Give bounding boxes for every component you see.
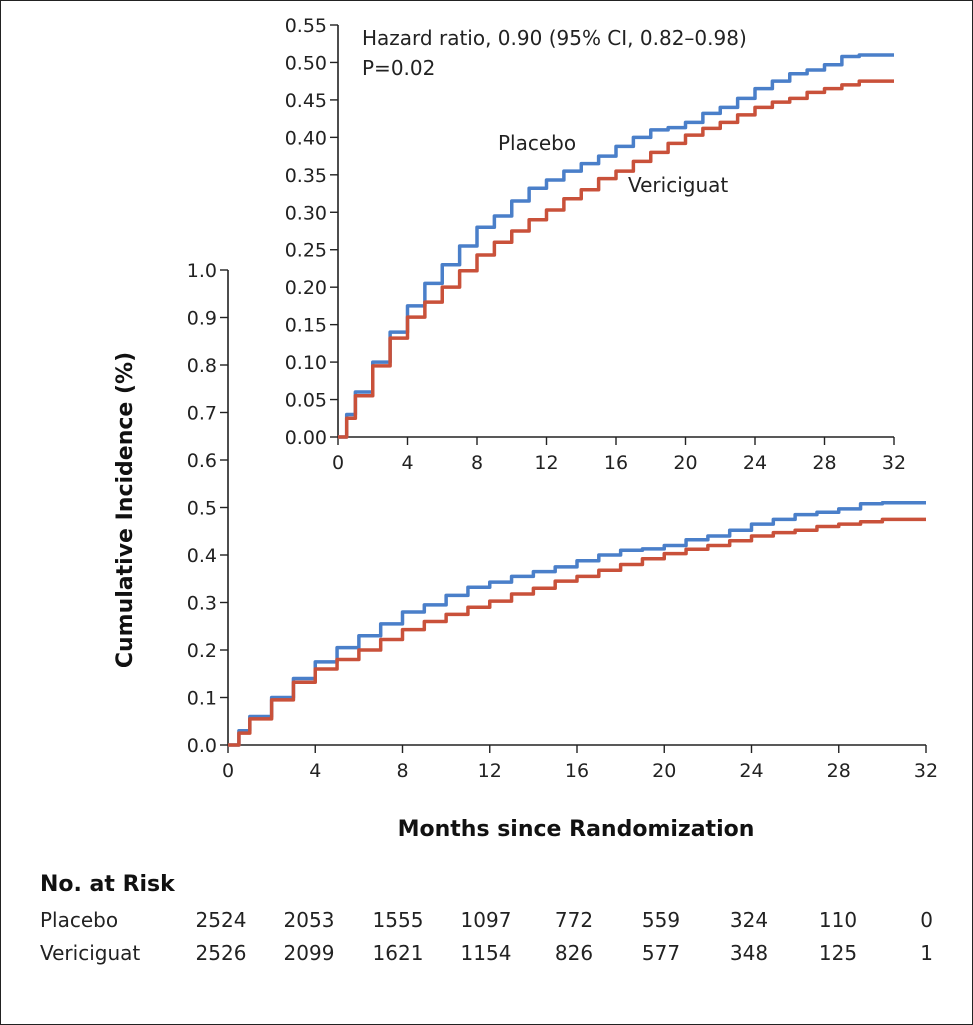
risk-value: 2099 — [284, 941, 335, 965]
inset-y-tick-label: 0.15 — [285, 315, 327, 337]
main-axes: 0.0 0.1 0.2 0.3 0.4 0.5 0.6 0.7 0.8 0.9 1.0 0 4 8 12 16… — [187, 260, 938, 782]
main-y-tick-label: 0.3 — [187, 593, 217, 615]
main-x-tick-label: 24 — [739, 760, 763, 782]
inset-x-tick-label: 0 — [332, 452, 344, 474]
risk-value: 1 — [920, 941, 933, 965]
risk-value: 577 — [642, 941, 680, 965]
main-y-tick-label: 0.2 — [187, 640, 217, 662]
inset-series — [338, 53, 894, 439]
risk-row-label: Placebo — [40, 908, 118, 932]
risk-table-title: No. at Risk — [40, 872, 176, 897]
risk-value: 1555 — [373, 908, 424, 932]
main-x-tick-label: 8 — [396, 760, 408, 782]
risk-value: 0 — [920, 908, 933, 932]
risk-value: 559 — [642, 908, 680, 932]
risk-value: 1154 — [461, 941, 512, 965]
inset-y-tick-label: 0.25 — [285, 240, 327, 262]
inset-series-vericiguat — [338, 79, 894, 439]
inset-series-placebo — [338, 53, 894, 439]
placebo-series-label: Placebo — [498, 131, 576, 155]
x-axis-label: Months since Randomization — [398, 817, 755, 842]
main-series-vericiguat — [228, 517, 926, 747]
main-y-tick-label: 0.0 — [187, 735, 217, 757]
main-x-tick-label: 0 — [222, 760, 234, 782]
main-y-tick-label: 0.5 — [187, 498, 217, 520]
inset-x-tick-label: 24 — [743, 452, 767, 474]
main-x-tick-label: 32 — [914, 760, 938, 782]
inset-y-tick-label: 0.20 — [285, 277, 327, 299]
risk-row-label: Vericiguat — [40, 941, 140, 965]
main-y-tick-label: 0.4 — [187, 545, 217, 567]
risk-value: 2053 — [284, 908, 335, 932]
main-y-tick-label: 0.8 — [187, 355, 217, 377]
main-y-tick-label: 0.1 — [187, 688, 217, 710]
inset-y-tick-label: 0.55 — [285, 15, 327, 37]
risk-value: 826 — [555, 941, 593, 965]
vericiguat-series-label: Vericiguat — [628, 173, 728, 197]
risk-value: 2526 — [196, 941, 247, 965]
main-x-tick-label: 28 — [827, 760, 851, 782]
y-axis-label: Cumulative Incidence (%) — [113, 352, 138, 668]
inset-background — [300, 10, 920, 480]
main-y-tick-label: 0.9 — [187, 308, 217, 330]
inset-y-tick-label: 0.05 — [285, 390, 327, 412]
hazard-ratio-annotation: Hazard ratio, 0.90 (95% CI, 0.82–0.98) — [362, 26, 747, 50]
inset-x-tick-label: 20 — [673, 452, 697, 474]
inset-y-tick-label: 0.45 — [285, 90, 327, 112]
main-x-tick-label: 20 — [652, 760, 676, 782]
main-y-tick-label: 0.7 — [187, 403, 217, 425]
inset-x-tick-label: 28 — [812, 452, 836, 474]
main-x-tick-label: 16 — [565, 760, 589, 782]
inset-y-tick-label: 0.00 — [285, 427, 327, 449]
inset-y-tick-label: 0.50 — [285, 52, 327, 74]
risk-value: 348 — [730, 941, 768, 965]
main-y-tick-label: 0.6 — [187, 450, 217, 472]
risk-value: 772 — [555, 908, 593, 932]
risk-value: 324 — [730, 908, 768, 932]
inset-x-tick-label: 8 — [471, 452, 483, 474]
main-x-tick-label: 4 — [309, 760, 321, 782]
main-x-tick-label: 12 — [478, 760, 502, 782]
risk-value: 1621 — [373, 941, 424, 965]
inset-x-tick-label: 12 — [534, 452, 558, 474]
main-series-placebo — [228, 501, 926, 747]
inset-x-tick-label: 4 — [401, 452, 413, 474]
risk-value: 125 — [819, 941, 857, 965]
inset-axes: 0.00 0.05 0.10 0.15 0.20 0.25 0.30 0.35 0.40 0.45… — [285, 15, 906, 474]
risk-value: 2524 — [196, 908, 247, 932]
main-y-tick-label: 1.0 — [187, 260, 217, 282]
inset-y-tick-label: 0.35 — [285, 165, 327, 187]
inset-y-tick-label: 0.30 — [285, 202, 327, 224]
inset-x-tick-label: 32 — [882, 452, 906, 474]
main-series — [228, 501, 926, 747]
inset-y-tick-label: 0.40 — [285, 127, 327, 149]
inset-x-tick-label: 16 — [604, 452, 628, 474]
risk-value: 1097 — [461, 908, 512, 932]
risk-table: Placebo 2524 2053 1555 1097 772 559 324 110 0 Veri… — [40, 908, 933, 965]
p-value-annotation: P=0.02 — [362, 56, 435, 80]
risk-value: 110 — [819, 908, 857, 932]
inset-y-tick-label: 0.10 — [285, 352, 327, 374]
